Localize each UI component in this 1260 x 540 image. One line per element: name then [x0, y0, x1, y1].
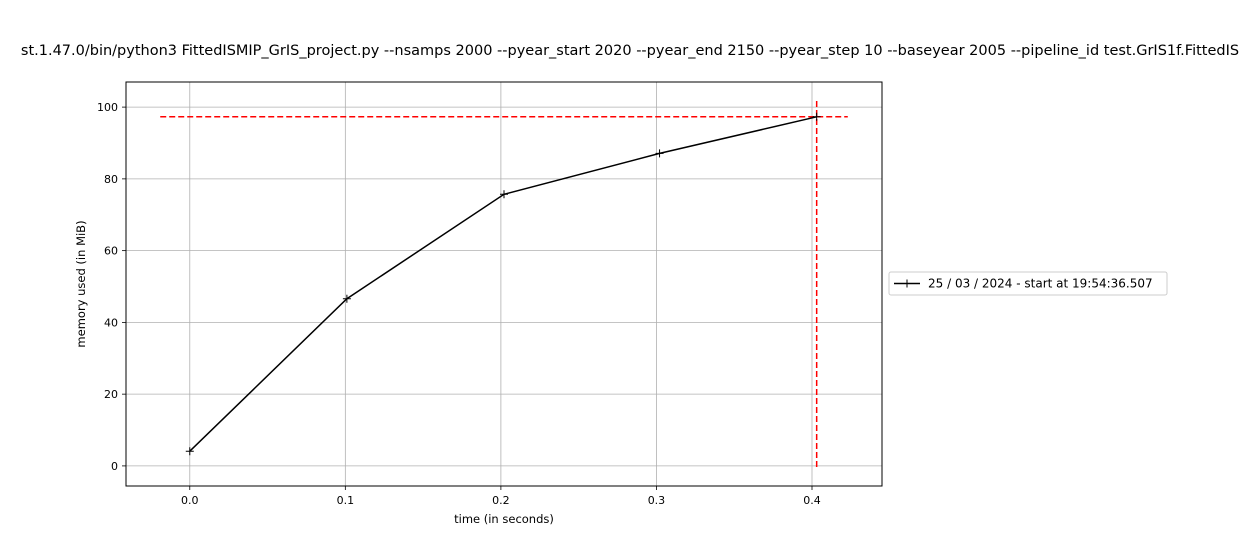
y-axis-label: memory used (in MiB): [74, 220, 88, 347]
reference-lines: [160, 99, 848, 467]
data-point-marker: [342, 294, 351, 303]
x-axis-ticks: 0.0 0.1 0.2 0.3 0.4: [181, 486, 821, 507]
legend-box: [888, 271, 1168, 296]
grid-lines: [126, 82, 882, 486]
y-axis-ticks: 0 20 40 60 80 100: [97, 101, 126, 473]
legend-label: 25 / 03 / 2024 - start at 19:54:36.507: [928, 277, 1153, 291]
x-tick-label: 0.1: [337, 494, 355, 507]
series-line: [189, 116, 817, 452]
chart-title: st.1.47.0/bin/python3 FittedISMIP_GrIS_p…: [21, 43, 1239, 59]
y-tick-label: 100: [97, 101, 118, 114]
x-axis-label: time (in seconds): [454, 512, 554, 526]
data-point-marker: [655, 149, 664, 158]
x-tick-label: 0.2: [492, 494, 510, 507]
series-layer: [185, 112, 821, 456]
plot-area-frame: [125, 81, 883, 487]
data-point-marker: [185, 447, 194, 456]
y-tick-label: 40: [104, 316, 118, 329]
y-tick-label: 20: [104, 388, 118, 401]
x-tick-label: 0.4: [803, 494, 821, 507]
x-tick-label: 0.3: [648, 494, 666, 507]
y-tick-label: 60: [104, 245, 118, 258]
data-point-marker: [812, 112, 821, 121]
legend: 25 / 03 / 2024 - start at 19:54:36.507: [888, 271, 1168, 296]
x-tick-label: 0.0: [181, 494, 199, 507]
y-tick-label: 80: [104, 173, 118, 186]
data-point-marker: [500, 190, 508, 199]
y-tick-label: 0: [111, 460, 118, 473]
legend-marker-plus: [903, 279, 911, 288]
